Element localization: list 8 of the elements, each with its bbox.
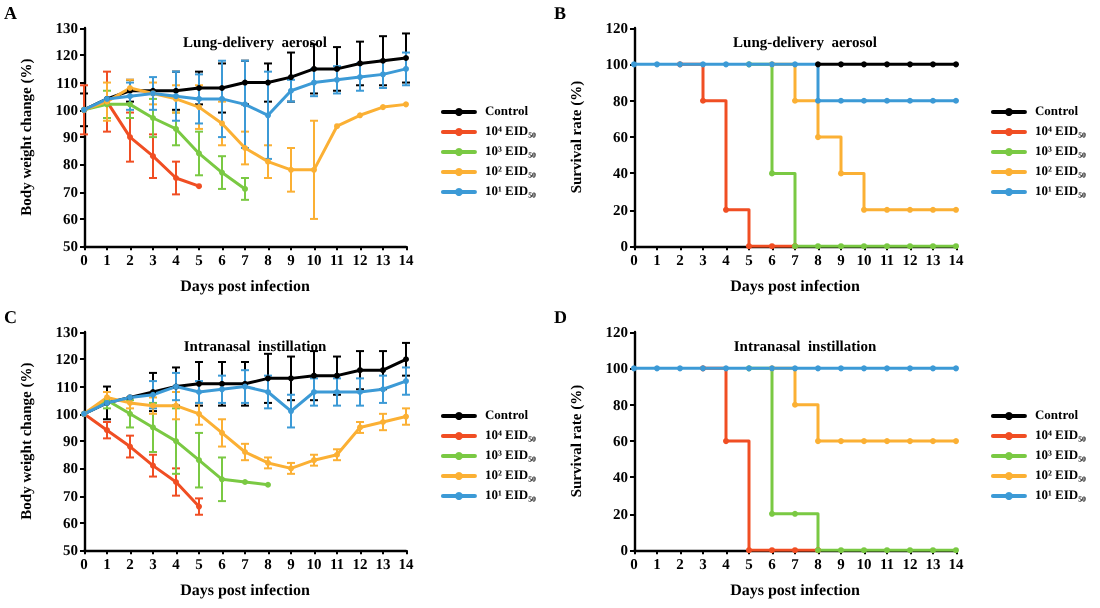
text: C <box>4 307 17 327</box>
x-axis-title: Days post infection <box>730 581 861 599</box>
x-axis-title: Days post infection <box>180 277 311 295</box>
text: D <box>554 307 568 327</box>
text: B <box>554 3 567 23</box>
x-axis-title: Days post infection <box>730 277 861 295</box>
x-axis-title: Days post infection <box>180 581 311 599</box>
text: A <box>4 3 18 23</box>
